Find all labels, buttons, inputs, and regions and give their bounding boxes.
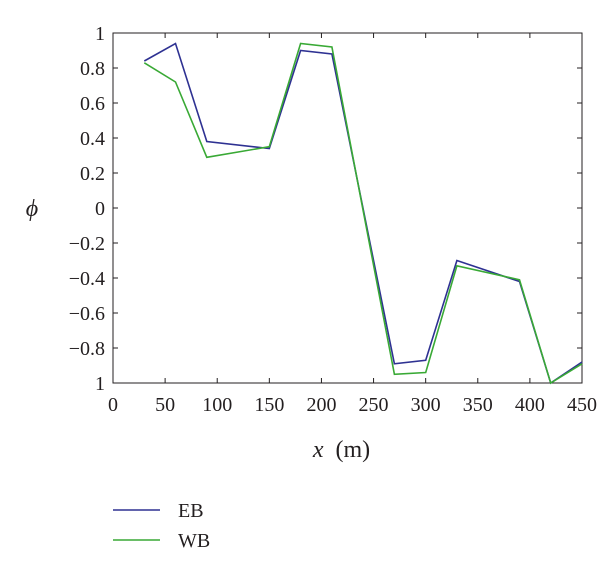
y-tick-label: 0	[95, 198, 105, 220]
legend-label-eb: EB	[178, 500, 204, 522]
legend: EB WB	[113, 500, 210, 552]
x-axis-title: x (m)	[312, 437, 370, 463]
y-tick-label: 0.8	[80, 58, 105, 80]
y-axis-title: ϕ	[26, 196, 38, 222]
x-axis: 0 50 100 150 200 250 300 350 400 450	[108, 33, 597, 416]
x-tick-label: 0	[108, 394, 118, 416]
y-tick-label: −0.8	[69, 338, 105, 360]
y-tick-label: −0.4	[69, 268, 105, 290]
series-line-wb	[143, 42, 583, 385]
y-tick-label: 1	[95, 373, 105, 395]
x-tick-label: 150	[254, 394, 284, 416]
x-axis-unit: (m)	[336, 437, 371, 463]
plot-area	[112, 32, 583, 385]
x-tick-label: 50	[155, 394, 175, 416]
y-tick-label: 1	[95, 23, 105, 45]
y-axis: 1 0.8 0.6 0.4 0.2 0 −0.2 −0.4 −0.6 −0.8 1	[69, 23, 582, 395]
y-tick-label: 0.6	[80, 93, 105, 115]
x-tick-label: 450	[567, 394, 597, 416]
y-tick-label: −0.6	[69, 303, 105, 325]
x-tick-label: 200	[306, 394, 336, 416]
x-tick-label: 250	[359, 394, 389, 416]
legend-label-wb: WB	[178, 530, 210, 552]
axis-titles: ϕ x (m)	[26, 196, 370, 463]
x-tick-label: 300	[411, 394, 441, 416]
x-axis-variable: x	[312, 437, 324, 463]
y-tick-label: 0.2	[80, 163, 105, 185]
x-tick-label: 100	[202, 394, 232, 416]
plot-frame	[112, 32, 583, 384]
y-tick-label: 0.4	[80, 128, 105, 150]
x-tick-label: 400	[515, 394, 545, 416]
x-tick-label: 350	[463, 394, 493, 416]
y-tick-label: −0.2	[69, 233, 105, 255]
